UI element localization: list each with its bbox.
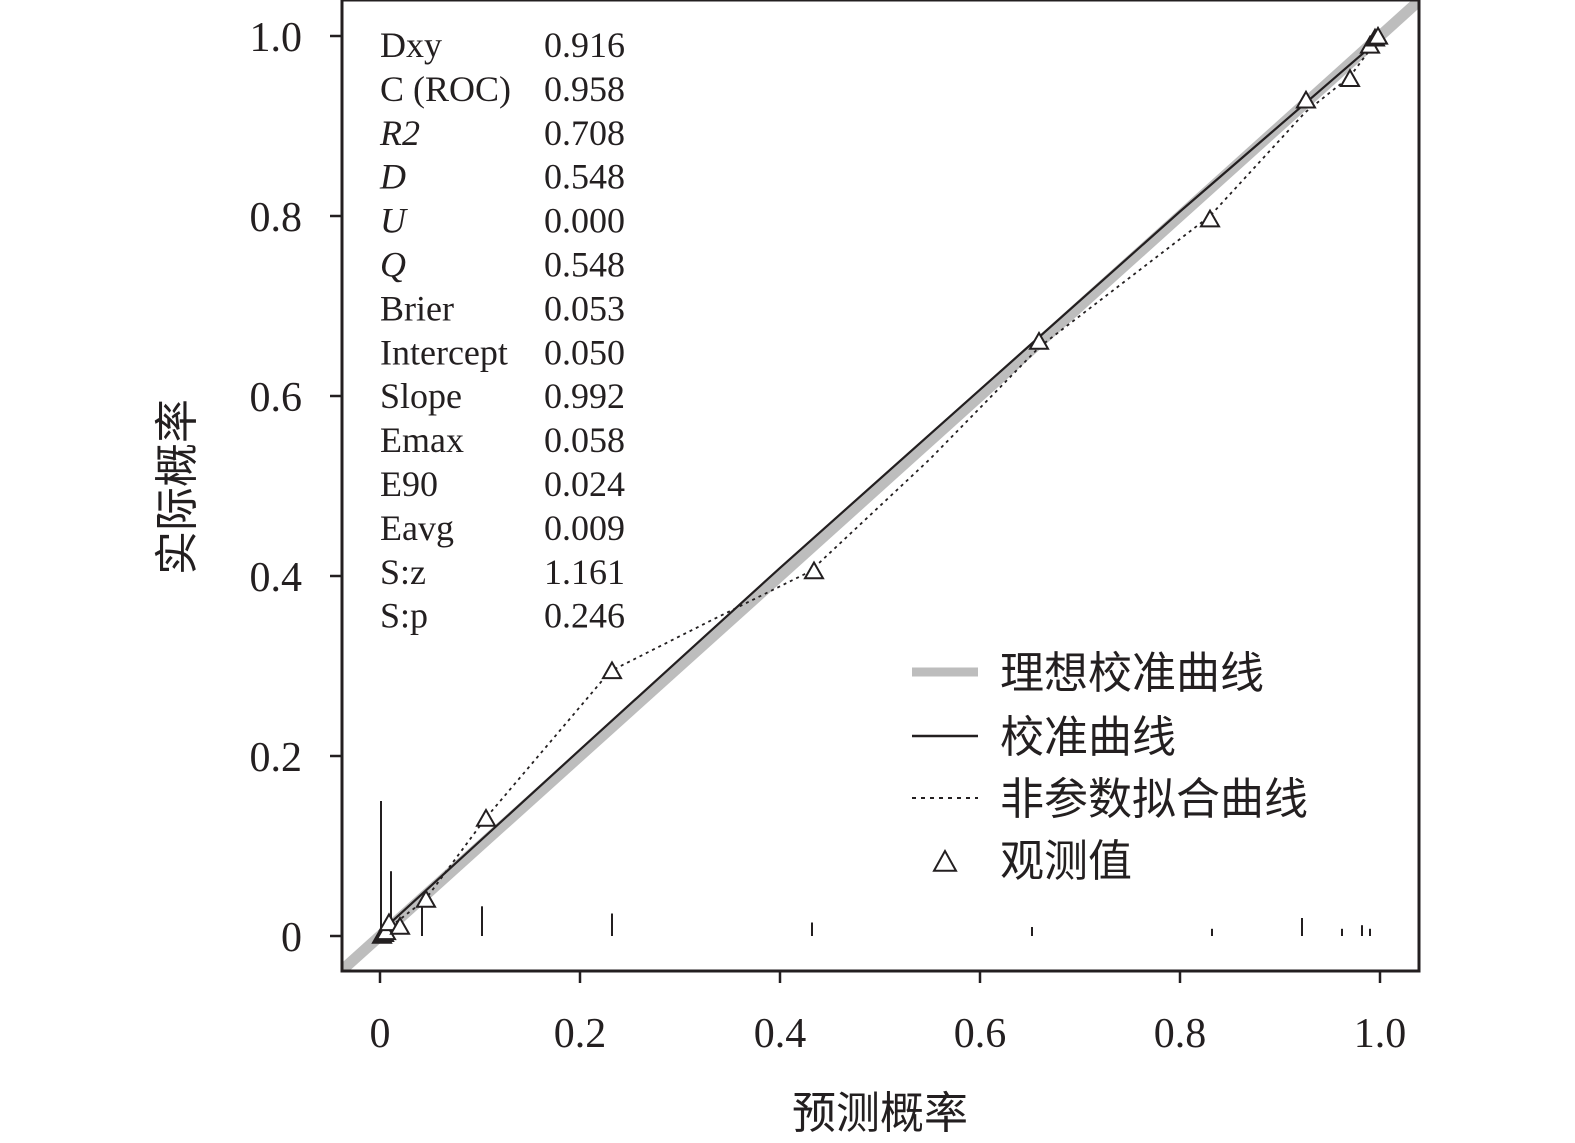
stat-value: 1.161 (544, 552, 625, 592)
x-tick-label: 0.6 (954, 1011, 1007, 1057)
series-line-0 (342, 0, 1419, 971)
y-axis-title: 实际概率 (153, 399, 202, 575)
observed-point (601, 660, 623, 680)
observed-point (803, 560, 825, 580)
observed-point (389, 915, 411, 935)
stat-value: 0.024 (544, 464, 625, 504)
stat-value: 0.246 (544, 596, 625, 636)
stat-name: C (ROC) (380, 69, 511, 109)
stat-value: 0.916 (544, 25, 625, 65)
axes-layer: 0 0.2 0.4 0.6 0.8 1.0 0 0.2 0.4 0.6 0.8 1.0 (250, 15, 1407, 1057)
observed-point (378, 912, 400, 932)
stat-name: Slope (380, 376, 462, 416)
legend-label: 观测值 (1000, 837, 1132, 886)
stat-value: 0.708 (544, 113, 625, 153)
observed-point (415, 888, 437, 908)
legend-label: 校准曲线 (1000, 713, 1176, 762)
y-tick-label: 0.4 (250, 555, 303, 601)
plot-frame (340, 0, 1421, 973)
stats-table: Dxy 0.916 C (ROC) 0.958 R2 0.708 D 0.548 U 0.000 Q… (379, 25, 625, 636)
stat-name: Intercept (380, 332, 508, 372)
x-tick-label: 0.2 (554, 1011, 607, 1057)
y-tick-label: 0.6 (250, 375, 303, 421)
x-tick-label: 0.8 (1154, 1011, 1207, 1057)
observed-point (1339, 68, 1361, 87)
stat-value: 0.050 (544, 332, 625, 372)
observed-point (1295, 89, 1317, 109)
y-tick-label: 0 (281, 915, 302, 961)
stat-name: D (379, 157, 406, 197)
stat-value: 0.958 (544, 69, 625, 109)
stat-name: Dxy (380, 25, 442, 65)
stat-name: U (380, 201, 408, 241)
stat-name: E90 (380, 464, 438, 504)
stat-name: Eavg (380, 508, 454, 548)
y-tick-label: 0.8 (250, 195, 303, 241)
legend-label: 理想校准曲线 (1000, 649, 1264, 698)
observed-point (1028, 330, 1050, 350)
stat-name: R2 (379, 113, 420, 153)
stat-value: 0.053 (544, 288, 625, 328)
x-tick-label: 0.4 (754, 1011, 807, 1057)
observed-point (1199, 208, 1221, 228)
stat-name: Brier (380, 288, 454, 328)
stat-value: 0.000 (544, 201, 625, 241)
series-line-1 (379, 37, 1381, 934)
stat-value: 0.009 (544, 508, 625, 548)
y-tick-label: 1.0 (250, 15, 303, 61)
stat-value: 0.992 (544, 376, 625, 416)
stat-name: S:z (380, 552, 426, 592)
stat-value: 0.548 (544, 157, 625, 197)
y-tick-label: 0.2 (250, 735, 303, 781)
stat-value: 0.548 (544, 245, 625, 285)
stat-name: Emax (380, 420, 464, 460)
x-tick-label: 1.0 (1354, 1011, 1407, 1057)
x-tick-label: 0 (370, 1011, 391, 1057)
plot-layer (342, 0, 1419, 971)
observed-point (1367, 25, 1389, 45)
x-axis-title: 预测概率 (792, 1089, 968, 1138)
legend-swatch-observed (932, 848, 958, 872)
observed-point (375, 921, 397, 941)
legend-label: 非参数拟合曲线 (1000, 775, 1308, 824)
stat-value: 0.058 (544, 420, 625, 460)
observed-point (475, 807, 497, 827)
stat-name: S:p (380, 596, 428, 636)
stat-name: Q (380, 245, 406, 285)
